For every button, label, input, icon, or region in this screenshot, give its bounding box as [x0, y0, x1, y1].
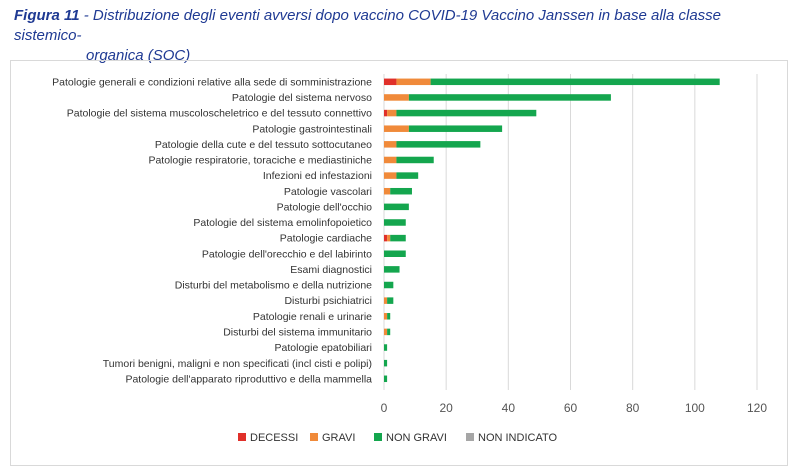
category-label: Esami diagnostici [290, 264, 372, 276]
category-label: Patologie del sistema muscoloscheletrico… [67, 108, 372, 120]
bar-segment-non-gravi [384, 359, 388, 367]
category-label: Patologie epatobiliari [275, 342, 372, 354]
bar-segment-non-gravi [384, 375, 388, 383]
bar-segment-gravi [396, 78, 431, 86]
category-label: Patologie dell'apparato riproduttivo e d… [125, 373, 372, 385]
bar-segment-non-gravi [396, 172, 419, 179]
chart-frame [10, 60, 788, 466]
category-label: Patologie vascolari [284, 186, 372, 198]
category-label: Infezioni ed infestazioni [263, 170, 372, 182]
figure-title-line2: organica (SOC) [86, 47, 191, 64]
bar-segment-non-gravi [408, 125, 503, 132]
x-tick-label: 0 [381, 401, 388, 415]
bar-segment-non-gravi [384, 250, 406, 257]
bar-segment-non-gravi [408, 94, 611, 101]
bar-segment-gravi [384, 156, 397, 164]
bar-segment-gravi [384, 187, 391, 195]
bar-segment-non-gravi [390, 187, 412, 195]
x-tick-label: 20 [439, 401, 453, 415]
bar-segment-gravi [384, 94, 409, 101]
legend-swatch-non-indicato [466, 433, 474, 441]
figure-number: Figura 11 [14, 7, 80, 24]
x-tick-label: 60 [564, 401, 578, 415]
bar-segment-non-gravi [430, 78, 720, 86]
category-label: Disturbi del sistema immunitario [223, 326, 372, 338]
legend-label-non-gravi: NON GRAVI [386, 432, 447, 444]
category-label: Patologie del sistema nervoso [232, 92, 372, 104]
category-label: Patologie respiratorie, toraciche e medi… [148, 155, 372, 167]
legend-swatch-gravi [310, 433, 318, 441]
bar-segment-gravi [384, 141, 397, 148]
bar-segment-non-gravi [384, 203, 409, 211]
figure-title-line1: - Distribuzione degli eventi avversi dop… [14, 7, 722, 44]
bar-segment-gravi [387, 234, 391, 242]
category-label: Patologie dell'orecchio e del labirinto [202, 248, 372, 260]
bar-segment-non-gravi [384, 219, 406, 226]
bar-segment-gravi [384, 313, 388, 320]
legend-label-non-indicato: NON INDICATO [478, 432, 557, 444]
bar-segment-non-gravi [396, 109, 537, 117]
category-label: Tumori benigni, maligni e non specificat… [103, 358, 372, 370]
bar-segment-non-gravi [384, 281, 394, 289]
bar-segment-gravi [387, 109, 397, 117]
x-tick-label: 120 [747, 401, 767, 415]
bar-segment-gravi [384, 125, 409, 132]
bar-segment-non-gravi [387, 328, 391, 336]
legend-swatch-non-gravi [374, 433, 382, 441]
category-label: Patologie generali e condizioni relative… [52, 76, 372, 88]
figure-caption: Figura 11 - Distribuzione degli eventi a… [14, 6, 784, 66]
legend-label-gravi: GRAVI [322, 432, 355, 444]
bar-segment-decessi [384, 109, 388, 117]
x-tick-label: 100 [685, 401, 705, 415]
legend-swatch-decessi [238, 433, 246, 441]
bar-segment-non-gravi [396, 156, 434, 164]
category-label: Patologie renali e urinarie [253, 311, 372, 323]
category-label: Patologie gastrointestinali [252, 123, 372, 135]
x-tick-label: 40 [502, 401, 516, 415]
bar-segment-gravi [384, 297, 388, 304]
bar-segment-decessi [384, 234, 388, 242]
category-label: Patologie del sistema emolinfopoietico [193, 217, 372, 229]
category-label: Patologie cardiache [280, 233, 372, 245]
legend-label-decessi: DECESSI [250, 432, 298, 444]
bar-segment-non-gravi [396, 141, 481, 148]
bar-segment-non-gravi [390, 234, 406, 242]
bar-segment-gravi [384, 328, 388, 336]
bar-segment-non-gravi [387, 313, 391, 320]
bar-segment-gravi [384, 172, 397, 179]
bar-segment-non-gravi [384, 266, 400, 273]
category-label: Disturbi del metabolismo e della nutrizi… [175, 280, 372, 292]
bar-segment-non-gravi [387, 297, 394, 304]
bar-segment-non-gravi [384, 344, 388, 351]
bar-segment-decessi [384, 78, 397, 86]
x-tick-label: 80 [626, 401, 640, 415]
category-label: Disturbi psichiatrici [284, 295, 372, 307]
category-label: Patologie della cute e del tessuto sotto… [155, 139, 372, 151]
category-label: Patologie dell'occhio [277, 201, 373, 213]
